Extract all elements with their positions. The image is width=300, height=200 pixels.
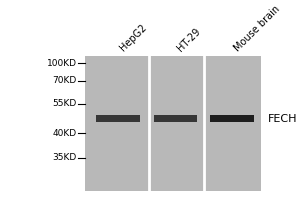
Text: Mouse brain: Mouse brain (232, 3, 282, 53)
Text: 35KD: 35KD (52, 153, 76, 162)
Text: 100KD: 100KD (46, 59, 76, 68)
Text: HepG2: HepG2 (118, 22, 148, 53)
Text: 55KD: 55KD (52, 99, 76, 108)
Bar (210, 115, 254, 122)
Text: HT-29: HT-29 (176, 26, 203, 53)
Bar (96, 115, 140, 122)
Text: FECH: FECH (268, 114, 297, 124)
Bar (154, 115, 197, 122)
Text: 70KD: 70KD (52, 76, 76, 85)
Text: 40KD: 40KD (52, 129, 76, 138)
Bar (85, 56, 261, 191)
